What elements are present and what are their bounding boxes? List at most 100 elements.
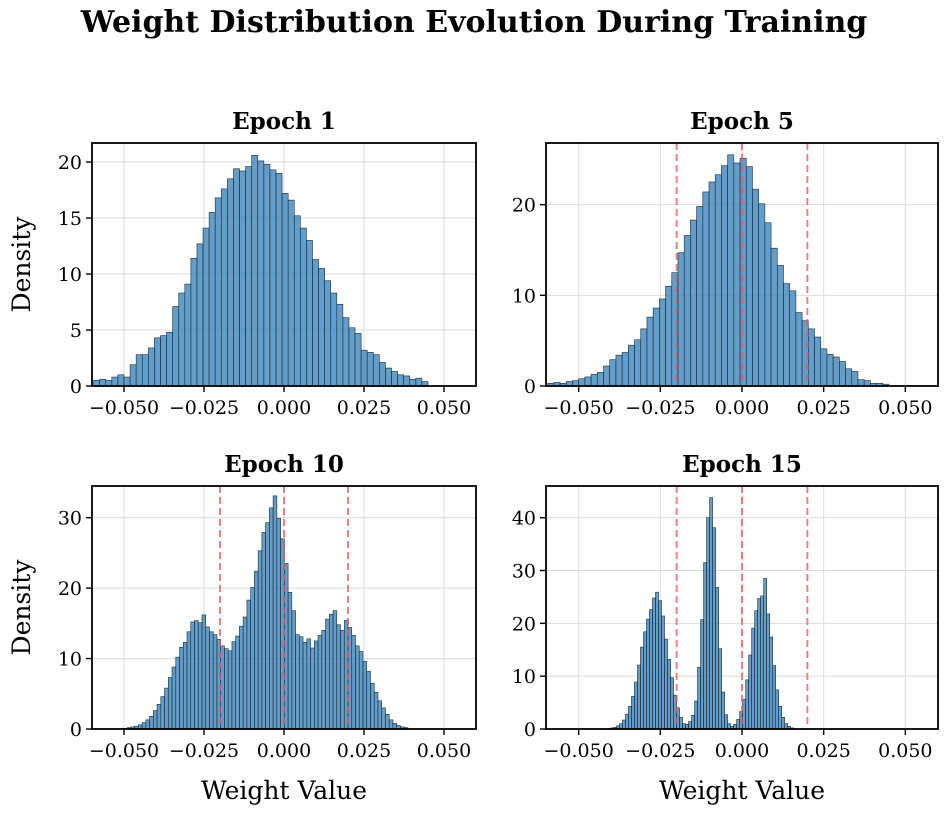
epoch-5-bar-43 <box>814 336 822 387</box>
epoch-10-bar-9 <box>156 704 162 730</box>
epoch-10-bar-36 <box>257 550 263 730</box>
epoch-1-x-tick-label-0: −0.050 <box>89 397 159 419</box>
epoch-1-bar-31 <box>281 193 289 387</box>
epoch-5-bar-22 <box>683 235 691 387</box>
epoch-10-bar-20 <box>197 622 203 730</box>
epoch-15-y-ticks: 0 10 20 30 40 <box>512 508 546 741</box>
epoch-1-bar-44 <box>360 349 368 387</box>
epoch-10-bar-17 <box>186 631 192 730</box>
epoch-15-bar-57 <box>778 705 783 730</box>
epoch-5-bar-8 <box>596 372 604 387</box>
epoch-1-bar-36 <box>312 259 319 387</box>
epoch-1-y-tick-label-0: 0 <box>70 376 82 398</box>
epoch-5-y-tick-label-1: 10 <box>512 285 536 307</box>
epoch-1-y-tick-label-2: 10 <box>58 264 82 286</box>
epoch-15-bar-58 <box>781 717 786 730</box>
epoch-5-bar-37 <box>776 265 784 387</box>
epoch-10-bar-5 <box>141 722 147 730</box>
epoch-1-bar-43 <box>354 333 362 387</box>
epoch-1-y-tick-label-3: 15 <box>58 208 82 230</box>
epoch-5-bar-11 <box>615 354 623 387</box>
epoch-1-bar-8 <box>141 354 149 387</box>
epoch-10-bar-28 <box>227 650 233 730</box>
epoch-10-bar-71 <box>388 719 394 730</box>
epoch-10-bar-11 <box>164 687 169 730</box>
epoch-15-bar-14 <box>649 609 653 730</box>
epoch-10-bar-40 <box>272 495 278 730</box>
epoch-1-bar-26 <box>251 155 259 387</box>
panel-epoch-10: −0.050 −0.025 0.000 0.025 0.050 0 10 20 30 Epoc… <box>7 451 477 805</box>
epoch-1-bar-48 <box>385 367 392 387</box>
epoch-15-bar-36 <box>715 587 719 730</box>
epoch-10-bar-21 <box>201 614 207 730</box>
epoch-15-bar-5 <box>622 719 626 730</box>
epoch-5-x-tick-label-3: 0.025 <box>796 397 850 419</box>
epoch-10-x-tick-label-3: 0.025 <box>337 740 391 762</box>
epoch-5-bar-38 <box>783 283 790 387</box>
panel-epoch-1: −0.050 −0.025 0.000 0.025 0.050 0 5 10 15 20 Epo… <box>7 108 477 419</box>
epoch-15-y-tick-label-3: 30 <box>512 561 536 583</box>
epoch-10-bar-69 <box>381 707 386 730</box>
epoch-10-bar-47 <box>299 636 304 730</box>
epoch-1-x-tick-label-3: 0.025 <box>337 397 391 419</box>
epoch-10-y-axis-label: Density <box>7 559 36 656</box>
epoch-10-bar-33 <box>246 599 251 730</box>
epoch-10-x-ticks: −0.050 −0.025 0.000 0.025 0.050 <box>89 729 471 762</box>
epoch-1-bar-4 <box>117 374 125 387</box>
epoch-5-bar-26 <box>708 181 716 387</box>
epoch-5-bar-30 <box>733 162 741 387</box>
epoch-10-x-tick-label-1: −0.025 <box>169 740 239 762</box>
epoch-1-bar-53 <box>415 377 423 387</box>
epoch-5-reference-lines <box>675 143 809 386</box>
epoch-1-bar-22 <box>227 178 234 387</box>
epoch-10-y-tick-label-2: 20 <box>58 578 82 600</box>
epoch-15-bar-51 <box>760 595 764 730</box>
epoch-5-bar-10 <box>609 359 617 387</box>
epoch-10-x-tick-label-4: 0.050 <box>417 740 471 762</box>
epoch-10-bar-54 <box>325 618 330 730</box>
epoch-15-bar-47 <box>748 654 752 730</box>
epoch-5-bar-46 <box>832 356 840 387</box>
epoch-5-bar-28 <box>721 165 728 387</box>
epoch-5-bar-27 <box>714 174 722 387</box>
epoch-15-bar-9 <box>634 681 638 730</box>
epoch-15-bar-12 <box>643 631 647 730</box>
epoch-1-bar-16 <box>190 258 198 387</box>
epoch-5-bar-31 <box>739 158 747 387</box>
epoch-5-bar-39 <box>789 290 797 387</box>
epoch-10-bar-39 <box>269 507 274 730</box>
epoch-5-bar-12 <box>621 352 629 387</box>
epoch-5-bar-15 <box>640 328 648 387</box>
epoch-15-bar-8 <box>631 695 635 730</box>
epoch-10-bar-63 <box>358 651 364 730</box>
epoch-5-bar-17 <box>652 307 660 387</box>
epoch-5-bar-23 <box>690 219 697 387</box>
epoch-1-bar-45 <box>366 352 374 387</box>
epoch-15-y-tick-label-2: 20 <box>512 613 536 635</box>
epoch-1-bar-38 <box>324 280 332 387</box>
epoch-15-bar-52 <box>763 578 767 730</box>
epoch-10-bar-48 <box>302 642 308 730</box>
epoch-10-bar-68 <box>377 700 382 730</box>
epoch-1-bar-34 <box>300 227 307 387</box>
epoch-15-bar-49 <box>754 610 758 730</box>
epoch-15-bar-45 <box>742 699 746 730</box>
epoch-15-bar-28 <box>691 714 695 730</box>
epoch-10-bar-30 <box>235 635 240 730</box>
epoch-10-bar-37 <box>261 532 266 730</box>
epoch-1-bar-32 <box>287 199 295 387</box>
epoch-10-bar-22 <box>205 626 210 730</box>
epoch-15-bar-48 <box>751 627 755 730</box>
epoch-10-bar-38 <box>265 522 270 730</box>
epoch-15-bar-7 <box>628 705 632 730</box>
epoch-15-bar-39 <box>724 714 728 730</box>
epoch-5-bar-40 <box>795 312 803 387</box>
epoch-1-bar-24 <box>239 170 246 387</box>
epoch-10-bar-35 <box>254 570 259 730</box>
epoch-15-bar-24 <box>679 717 683 730</box>
epoch-10-bar-6 <box>145 719 150 730</box>
epoch-5-bar-6 <box>584 376 592 387</box>
epoch-15-bar-53 <box>766 613 771 730</box>
figure-title: Weight Distribution Evolution During Tra… <box>80 5 868 40</box>
epoch-10-bar-45 <box>291 610 296 730</box>
